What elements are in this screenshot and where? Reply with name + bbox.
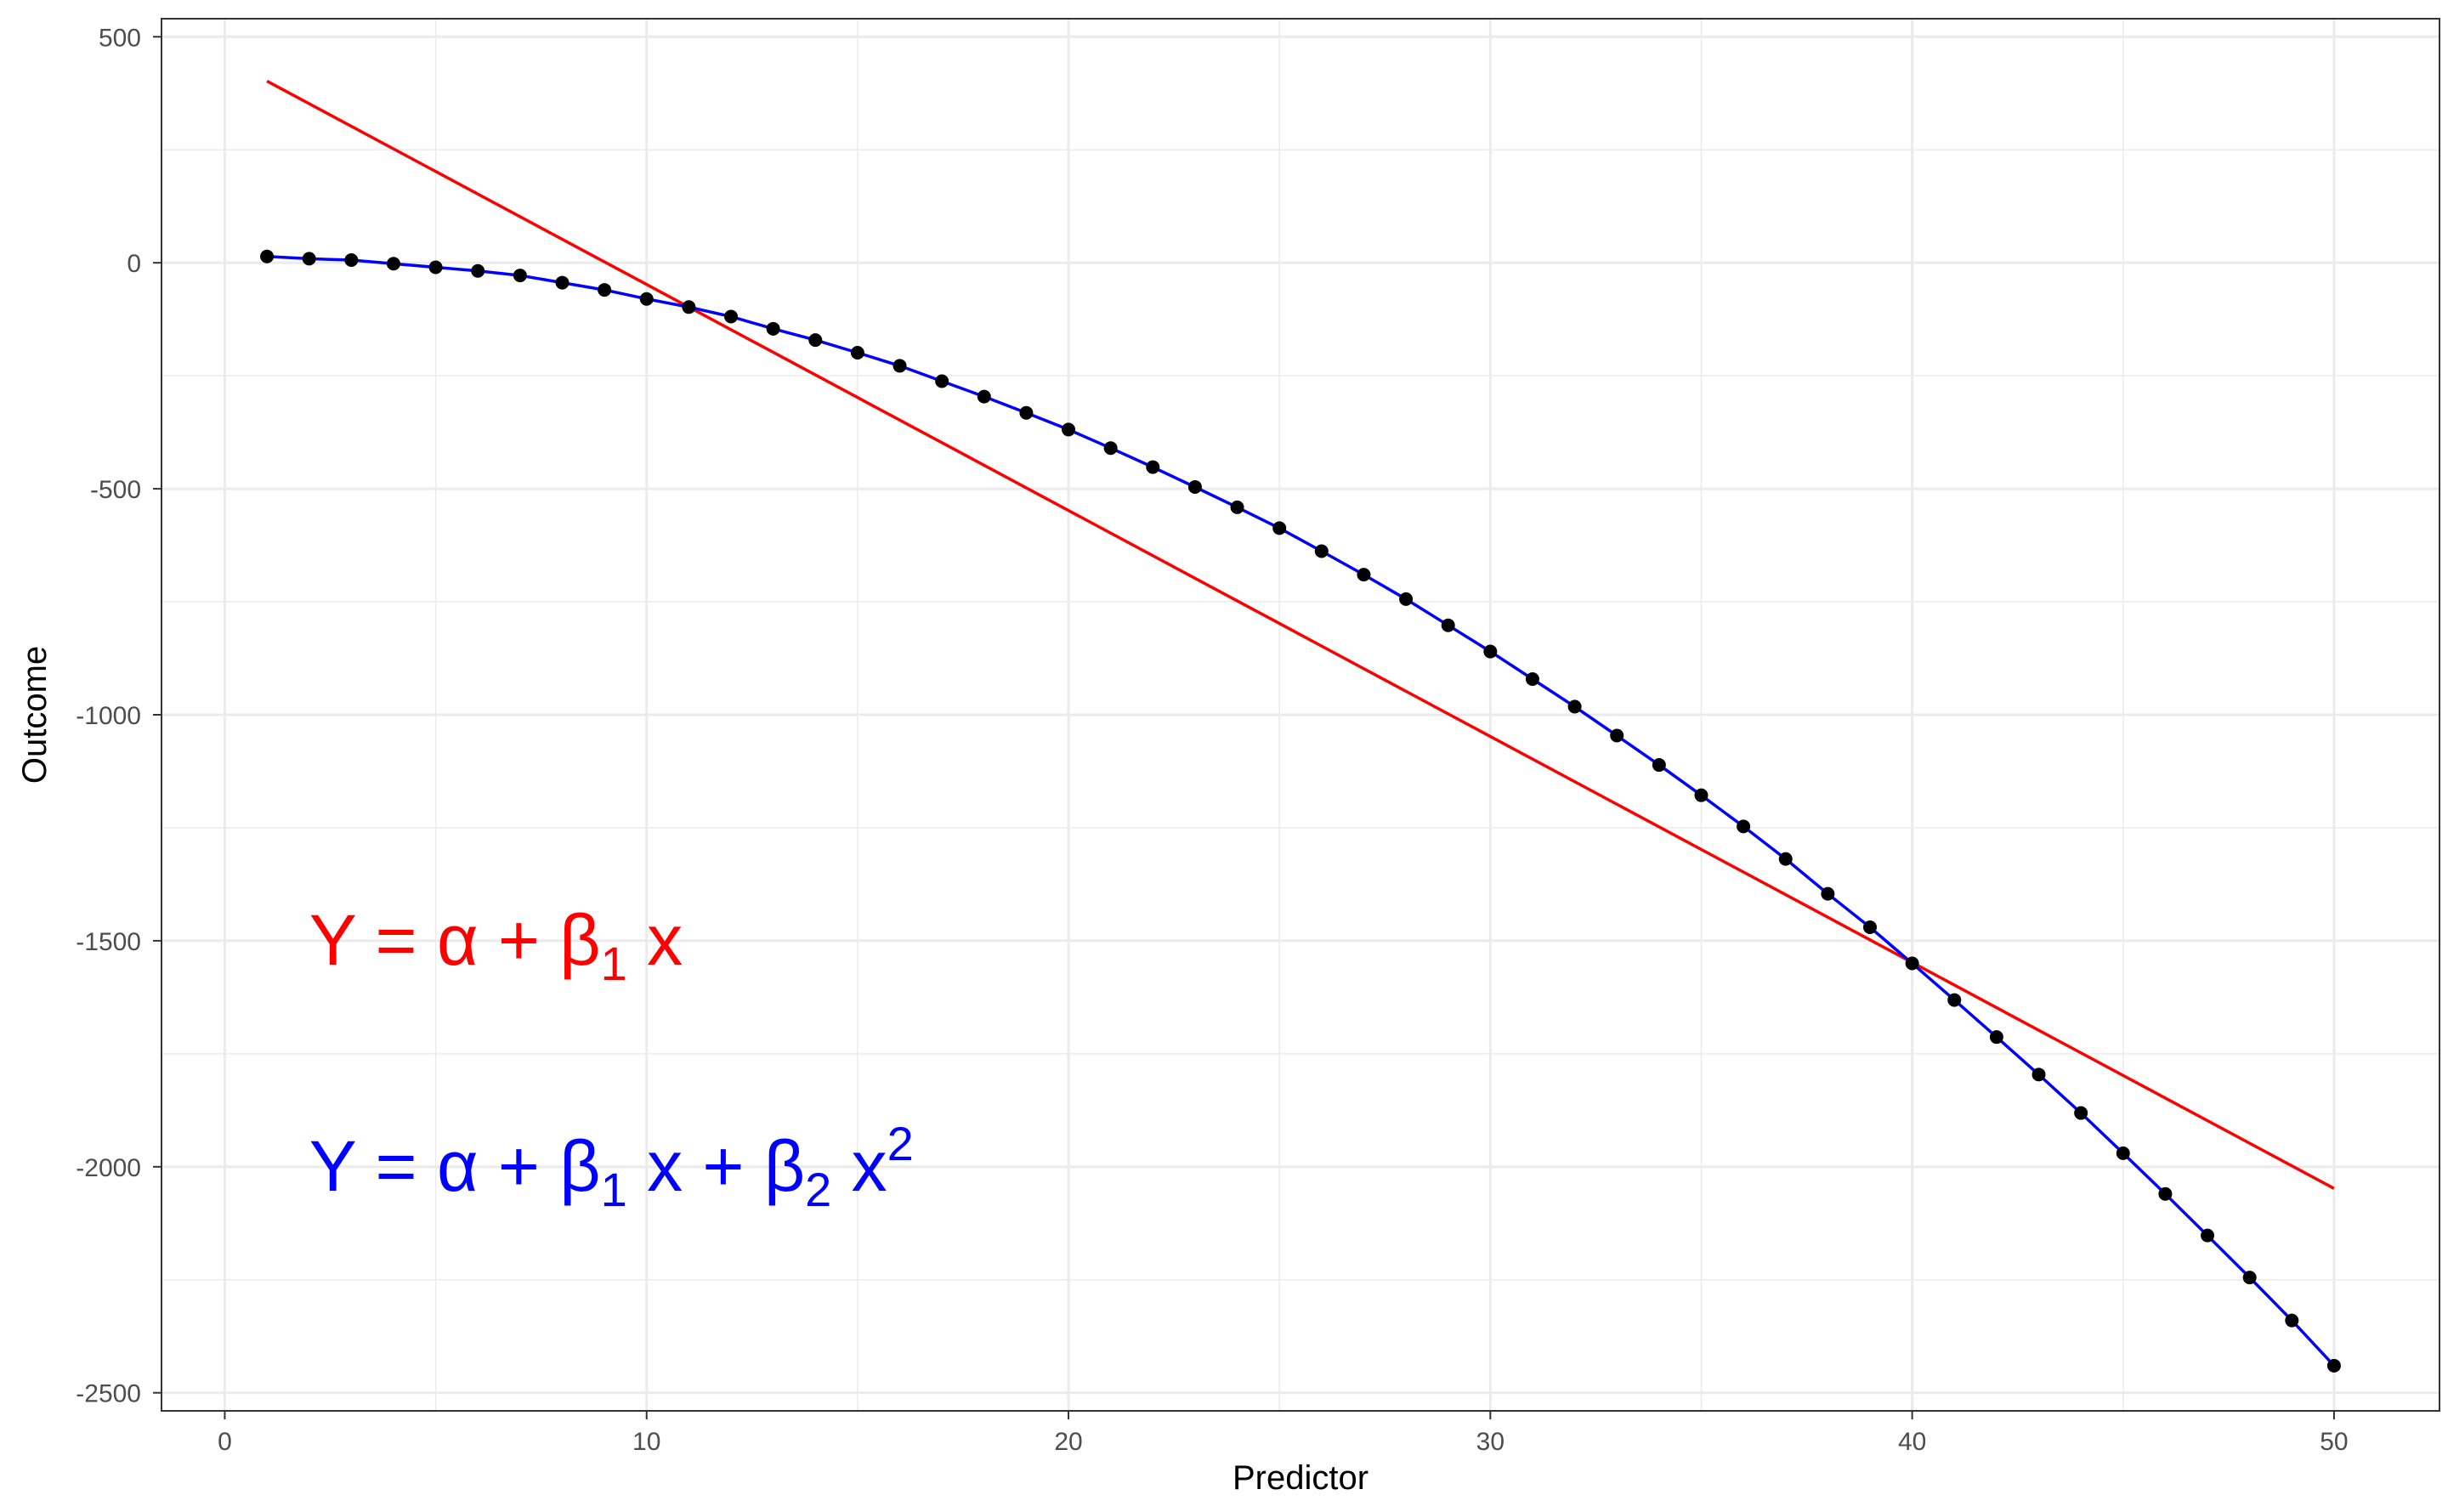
x-axis-title: Predictor — [1232, 1459, 1368, 1497]
data-point — [1441, 618, 1455, 632]
equation-part: 1 — [601, 1163, 627, 1216]
data-point — [1652, 758, 1666, 773]
data-point — [977, 389, 991, 404]
data-point — [1314, 544, 1329, 558]
y-tick-label: -500 — [90, 476, 141, 504]
data-point — [2326, 1358, 2341, 1373]
x-tick-label: 40 — [1898, 1428, 1926, 1456]
equation-part: 2 — [887, 1117, 914, 1170]
x-tick-label: 0 — [218, 1428, 232, 1456]
x-tick-label: 30 — [1476, 1428, 1504, 1456]
equation-annotations: Y = α + β1 xY = α + β1 x + β2 x2 — [309, 900, 914, 1216]
data-point — [1483, 644, 1498, 659]
data-point — [2116, 1146, 2130, 1160]
data-point — [386, 257, 400, 271]
data-point — [598, 283, 612, 297]
data-point — [935, 374, 949, 388]
data-point — [1062, 422, 1076, 437]
equation-part: β — [559, 900, 600, 980]
y-tick-label: -2000 — [76, 1154, 141, 1182]
equation-part: Y — [309, 1126, 356, 1206]
equation-part: x — [831, 1126, 887, 1206]
data-point — [682, 300, 696, 314]
equation-part: + — [479, 900, 560, 980]
y-tick-label: -2500 — [76, 1380, 141, 1408]
data-point — [1821, 886, 1835, 901]
data-point — [302, 252, 316, 266]
y-tick-label: -1500 — [76, 928, 141, 956]
equation-part: 2 — [805, 1163, 831, 1216]
data-point — [1357, 568, 1371, 582]
data-point — [1019, 405, 1034, 420]
series-layer — [260, 79, 2341, 1373]
equation-part: = — [355, 1126, 437, 1206]
equation-part: α — [437, 900, 479, 980]
y-tick-label: 0 — [127, 250, 141, 278]
equation-linear: Y = α + β1 x — [309, 900, 683, 990]
data-point — [2285, 1313, 2299, 1328]
data-point — [1610, 728, 1624, 743]
data-point — [2074, 1106, 2088, 1120]
data-point — [2242, 1271, 2257, 1285]
data-point — [1567, 699, 1582, 714]
data-point — [1905, 956, 1919, 971]
data-point — [1399, 592, 1414, 606]
equation-part: α — [437, 1126, 479, 1206]
equation-part: β — [764, 1126, 805, 1206]
x-tick-label: 10 — [632, 1428, 660, 1456]
data-point — [1230, 500, 1244, 514]
data-point — [1525, 671, 1539, 686]
data-point — [2201, 1228, 2215, 1243]
data-point — [1146, 460, 1160, 474]
y-tick-label: -1000 — [76, 702, 141, 730]
data-point — [1947, 993, 1962, 1007]
data-point — [850, 346, 864, 360]
equation-part: = — [355, 900, 437, 980]
y-axis: 500 0 -500 -1000 -1500 -2000 -2500 — [76, 24, 162, 1408]
y-axis-title: Outcome — [16, 646, 54, 784]
data-point — [892, 359, 907, 373]
equation-part: x — [627, 900, 683, 980]
data-point — [1863, 920, 1877, 934]
x-axis: 0 10 20 30 40 50 — [218, 1411, 2349, 1456]
data-point — [808, 333, 823, 348]
data-point — [513, 269, 527, 283]
data-point — [1694, 788, 1708, 802]
data-point — [2158, 1186, 2173, 1201]
equation-part: + — [683, 1126, 764, 1206]
data-point — [1737, 819, 1751, 834]
equation-quadratic: Y = α + β1 x + β2 x2 — [309, 1117, 914, 1216]
data-point — [1187, 479, 1202, 494]
equation-part: β — [559, 1126, 600, 1206]
equation-part: Y — [309, 900, 356, 980]
data-point — [1272, 521, 1287, 535]
data-point — [724, 309, 738, 324]
data-point — [2032, 1067, 2046, 1082]
x-tick-label: 20 — [1054, 1428, 1082, 1456]
major-gridlines — [162, 19, 2440, 1411]
x-tick-label: 50 — [2320, 1428, 2348, 1456]
data-point — [555, 275, 570, 290]
linear-fit-line — [266, 79, 2335, 1190]
equation-part: + — [479, 1126, 560, 1206]
equation-part: x — [627, 1126, 683, 1206]
data-point — [471, 263, 485, 278]
data-point — [1778, 852, 1793, 866]
data-point — [1103, 441, 1118, 456]
data-point — [766, 321, 780, 336]
data-point — [428, 260, 443, 275]
equation-part: 1 — [601, 937, 627, 990]
quadratic-fit-line — [267, 254, 2336, 1367]
data-point — [639, 292, 654, 306]
data-point — [344, 252, 359, 267]
y-tick-label: 500 — [99, 24, 141, 52]
data-point — [1989, 1030, 2003, 1045]
data-point — [260, 249, 275, 263]
